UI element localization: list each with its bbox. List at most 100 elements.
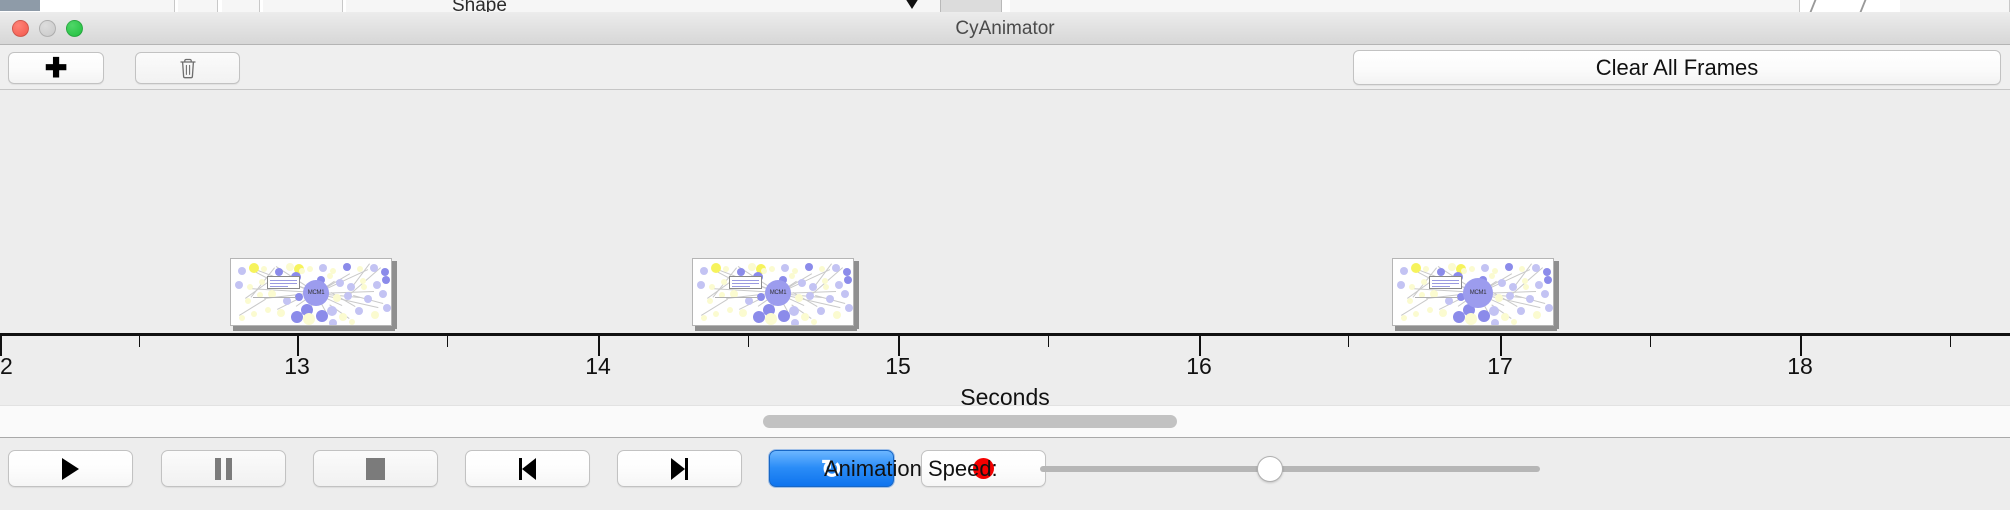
- close-button[interactable]: [12, 20, 29, 37]
- previous-frame-button[interactable]: [465, 450, 590, 487]
- graph-node: [1489, 273, 1495, 279]
- graph-node: [723, 266, 729, 272]
- axis-tick-major: [1800, 336, 1802, 356]
- tooltip-text-line: [270, 283, 297, 284]
- traffic-light-group: [12, 20, 83, 37]
- graph-node: [307, 266, 313, 272]
- graph-node: [327, 306, 337, 316]
- graph-tooltip: [729, 276, 762, 289]
- timeline-frame[interactable]: MCM1: [1392, 258, 1559, 331]
- graph-caption-line: [253, 297, 296, 298]
- play-button[interactable]: [8, 450, 133, 487]
- graph-node: [261, 266, 267, 272]
- graph-node: [259, 279, 265, 285]
- graph-node: [1498, 279, 1506, 287]
- graph-node: [1543, 268, 1551, 276]
- graph-node: [355, 307, 363, 315]
- graph-node: [370, 264, 378, 272]
- graph-node: [235, 281, 243, 289]
- graph-node: [1397, 281, 1405, 289]
- graph-node: [1519, 266, 1525, 272]
- graph-node: [1481, 264, 1489, 272]
- background-window-cursor-icon: [905, 0, 919, 9]
- graph-node: [360, 278, 366, 284]
- graph-node: [700, 267, 708, 275]
- frame-thumbnail[interactable]: MCM1: [1392, 258, 1554, 326]
- graph-node: [833, 311, 841, 319]
- graph-node: [826, 295, 834, 303]
- loop-button[interactable]: ↻: [769, 450, 894, 487]
- clear-all-frames-button[interactable]: Clear All Frames: [1353, 50, 2001, 85]
- graph-node: [778, 310, 790, 322]
- graph-node: [382, 276, 390, 284]
- graph-node: [343, 263, 351, 271]
- graph-node: [1478, 310, 1490, 322]
- frame-shadow: [1554, 261, 1559, 329]
- graph-caption-line: [1415, 297, 1458, 298]
- graph-node: [1453, 311, 1465, 323]
- axis-tick-major: [0, 336, 2, 356]
- graph-node: [709, 284, 715, 290]
- timeline-scrollbar-thumb[interactable]: [763, 415, 1177, 428]
- graph-node: [805, 263, 813, 271]
- graph-node: [822, 278, 828, 284]
- stop-icon: [366, 457, 385, 480]
- graph-node: [1501, 313, 1509, 321]
- graph-node: [336, 279, 344, 287]
- graph-node: [1445, 297, 1453, 305]
- graph-node: [843, 268, 851, 276]
- minimize-button[interactable]: [39, 20, 56, 37]
- graph-node: [748, 263, 756, 271]
- playback-control-bar: ↻ Animation Speed:: [0, 437, 2010, 510]
- graph-node: [283, 297, 291, 305]
- plus-icon: ✚: [44, 52, 68, 83]
- timeline-panel[interactable]: MCM1 MCM1 MCM1 12 13 14 15 16 17 18 Seconds: [0, 90, 2010, 405]
- frame-thumbnail[interactable]: MCM1: [692, 258, 854, 326]
- graph-node: [791, 319, 799, 325]
- graph-node: [817, 307, 825, 315]
- background-window-label: Shape: [452, 0, 507, 12]
- axis-tick-label: 17: [1487, 353, 1513, 379]
- graph-node: [329, 319, 337, 325]
- graph-node: [757, 293, 765, 301]
- axis-tick-label: 12: [0, 353, 13, 379]
- timeline-scrollbar-track[interactable]: [0, 405, 2010, 437]
- graph-node: [1535, 281, 1543, 289]
- record-icon: [973, 458, 994, 479]
- graph-node: [319, 264, 327, 272]
- graph-node: [299, 268, 305, 274]
- next-frame-button[interactable]: [617, 450, 742, 487]
- toolbar: ✚ Clear All Frames: [0, 45, 2010, 90]
- graph-node: [727, 307, 733, 313]
- animation-speed-slider-thumb[interactable]: [1257, 456, 1283, 482]
- graph-tooltip: [1429, 276, 1462, 289]
- add-frame-button[interactable]: ✚: [8, 52, 104, 84]
- graph-node: [1419, 292, 1425, 298]
- graph-node: [381, 268, 389, 276]
- stop-button[interactable]: [313, 450, 438, 487]
- graph-node: [745, 297, 753, 305]
- delete-frame-button[interactable]: [135, 52, 240, 84]
- graph-node: [251, 311, 257, 317]
- pause-button[interactable]: [161, 450, 286, 487]
- axis-tick-minor: [1950, 336, 1951, 347]
- graph-node: [316, 310, 328, 322]
- animation-speed-slider-track[interactable]: [1040, 466, 1540, 472]
- animation-speed-label: Animation Speed:: [824, 456, 998, 481]
- graph-node: [291, 311, 303, 323]
- graph-node: [1465, 313, 1477, 325]
- graph-node: [1423, 266, 1429, 272]
- graph-hub-node: MCM1: [303, 280, 329, 306]
- frame-thumbnail[interactable]: MCM1: [230, 258, 392, 326]
- graph-node: [844, 276, 852, 284]
- timeline-frame[interactable]: MCM1: [692, 258, 859, 331]
- graph-node: [249, 263, 259, 273]
- graph-node: [711, 263, 721, 273]
- graph-node: [277, 309, 285, 317]
- zoom-button[interactable]: [66, 20, 83, 37]
- timeline-frame[interactable]: MCM1: [230, 258, 397, 331]
- network-graph-preview: MCM1: [231, 259, 391, 325]
- graph-node: [765, 313, 777, 325]
- record-button[interactable]: [921, 450, 1046, 487]
